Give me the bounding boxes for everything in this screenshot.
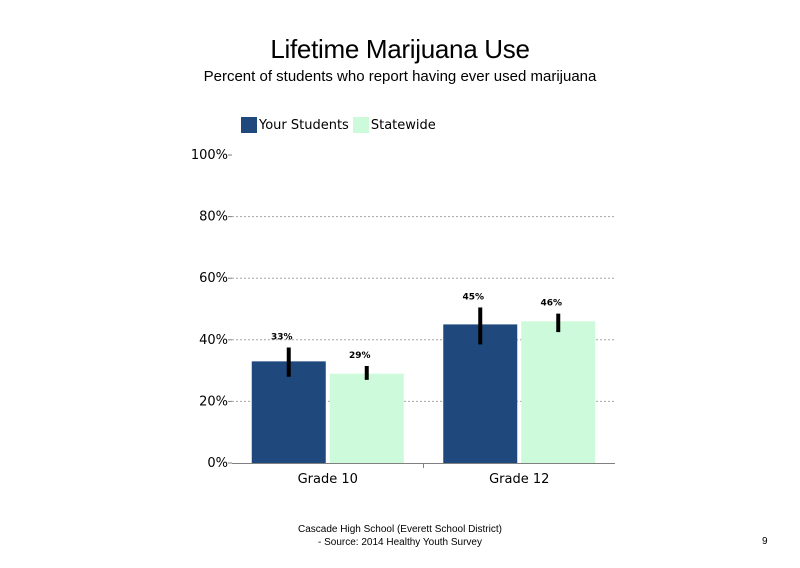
y-tick-label: 0% [207, 456, 228, 471]
legend-item-your-students: Your Students [241, 117, 349, 133]
x-tick-label: Grade 12 [489, 472, 549, 487]
bar [521, 321, 596, 463]
footer-source: - Source: 2014 Healthy Youth Survey [318, 537, 482, 548]
y-tick-label: 60% [199, 271, 228, 286]
chart-title: Lifetime Marijuana Use [270, 34, 530, 64]
data-label: 45% [462, 292, 484, 302]
legend-swatch-your-students [241, 117, 257, 133]
x-tick-label: Grade 10 [298, 472, 358, 487]
y-tick-label: 80% [199, 210, 228, 225]
legend-swatch-statewide [352, 117, 369, 133]
bar [443, 324, 518, 463]
legend-label-your-students: Your Students [259, 117, 349, 133]
footer-school: Cascade High School (Everett School Dist… [298, 524, 502, 535]
page-number: 9 [762, 536, 768, 547]
y-tick-label: 40% [199, 333, 228, 348]
legend: Your Students Statewide [241, 117, 440, 133]
bar [251, 361, 326, 463]
y-tick-label: 20% [199, 394, 228, 409]
legend-label-statewide: Statewide [370, 117, 436, 133]
chart-subtitle: Percent of students who report having ev… [203, 68, 597, 85]
footer: Cascade High School (Everett School Dist… [250, 523, 550, 549]
data-label: 46% [540, 299, 562, 309]
y-tick-label: 100% [191, 148, 228, 163]
legend-item-statewide: Statewide [352, 117, 436, 133]
bar [329, 373, 404, 463]
data-label: 33% [271, 333, 293, 343]
data-label: 29% [349, 351, 371, 361]
